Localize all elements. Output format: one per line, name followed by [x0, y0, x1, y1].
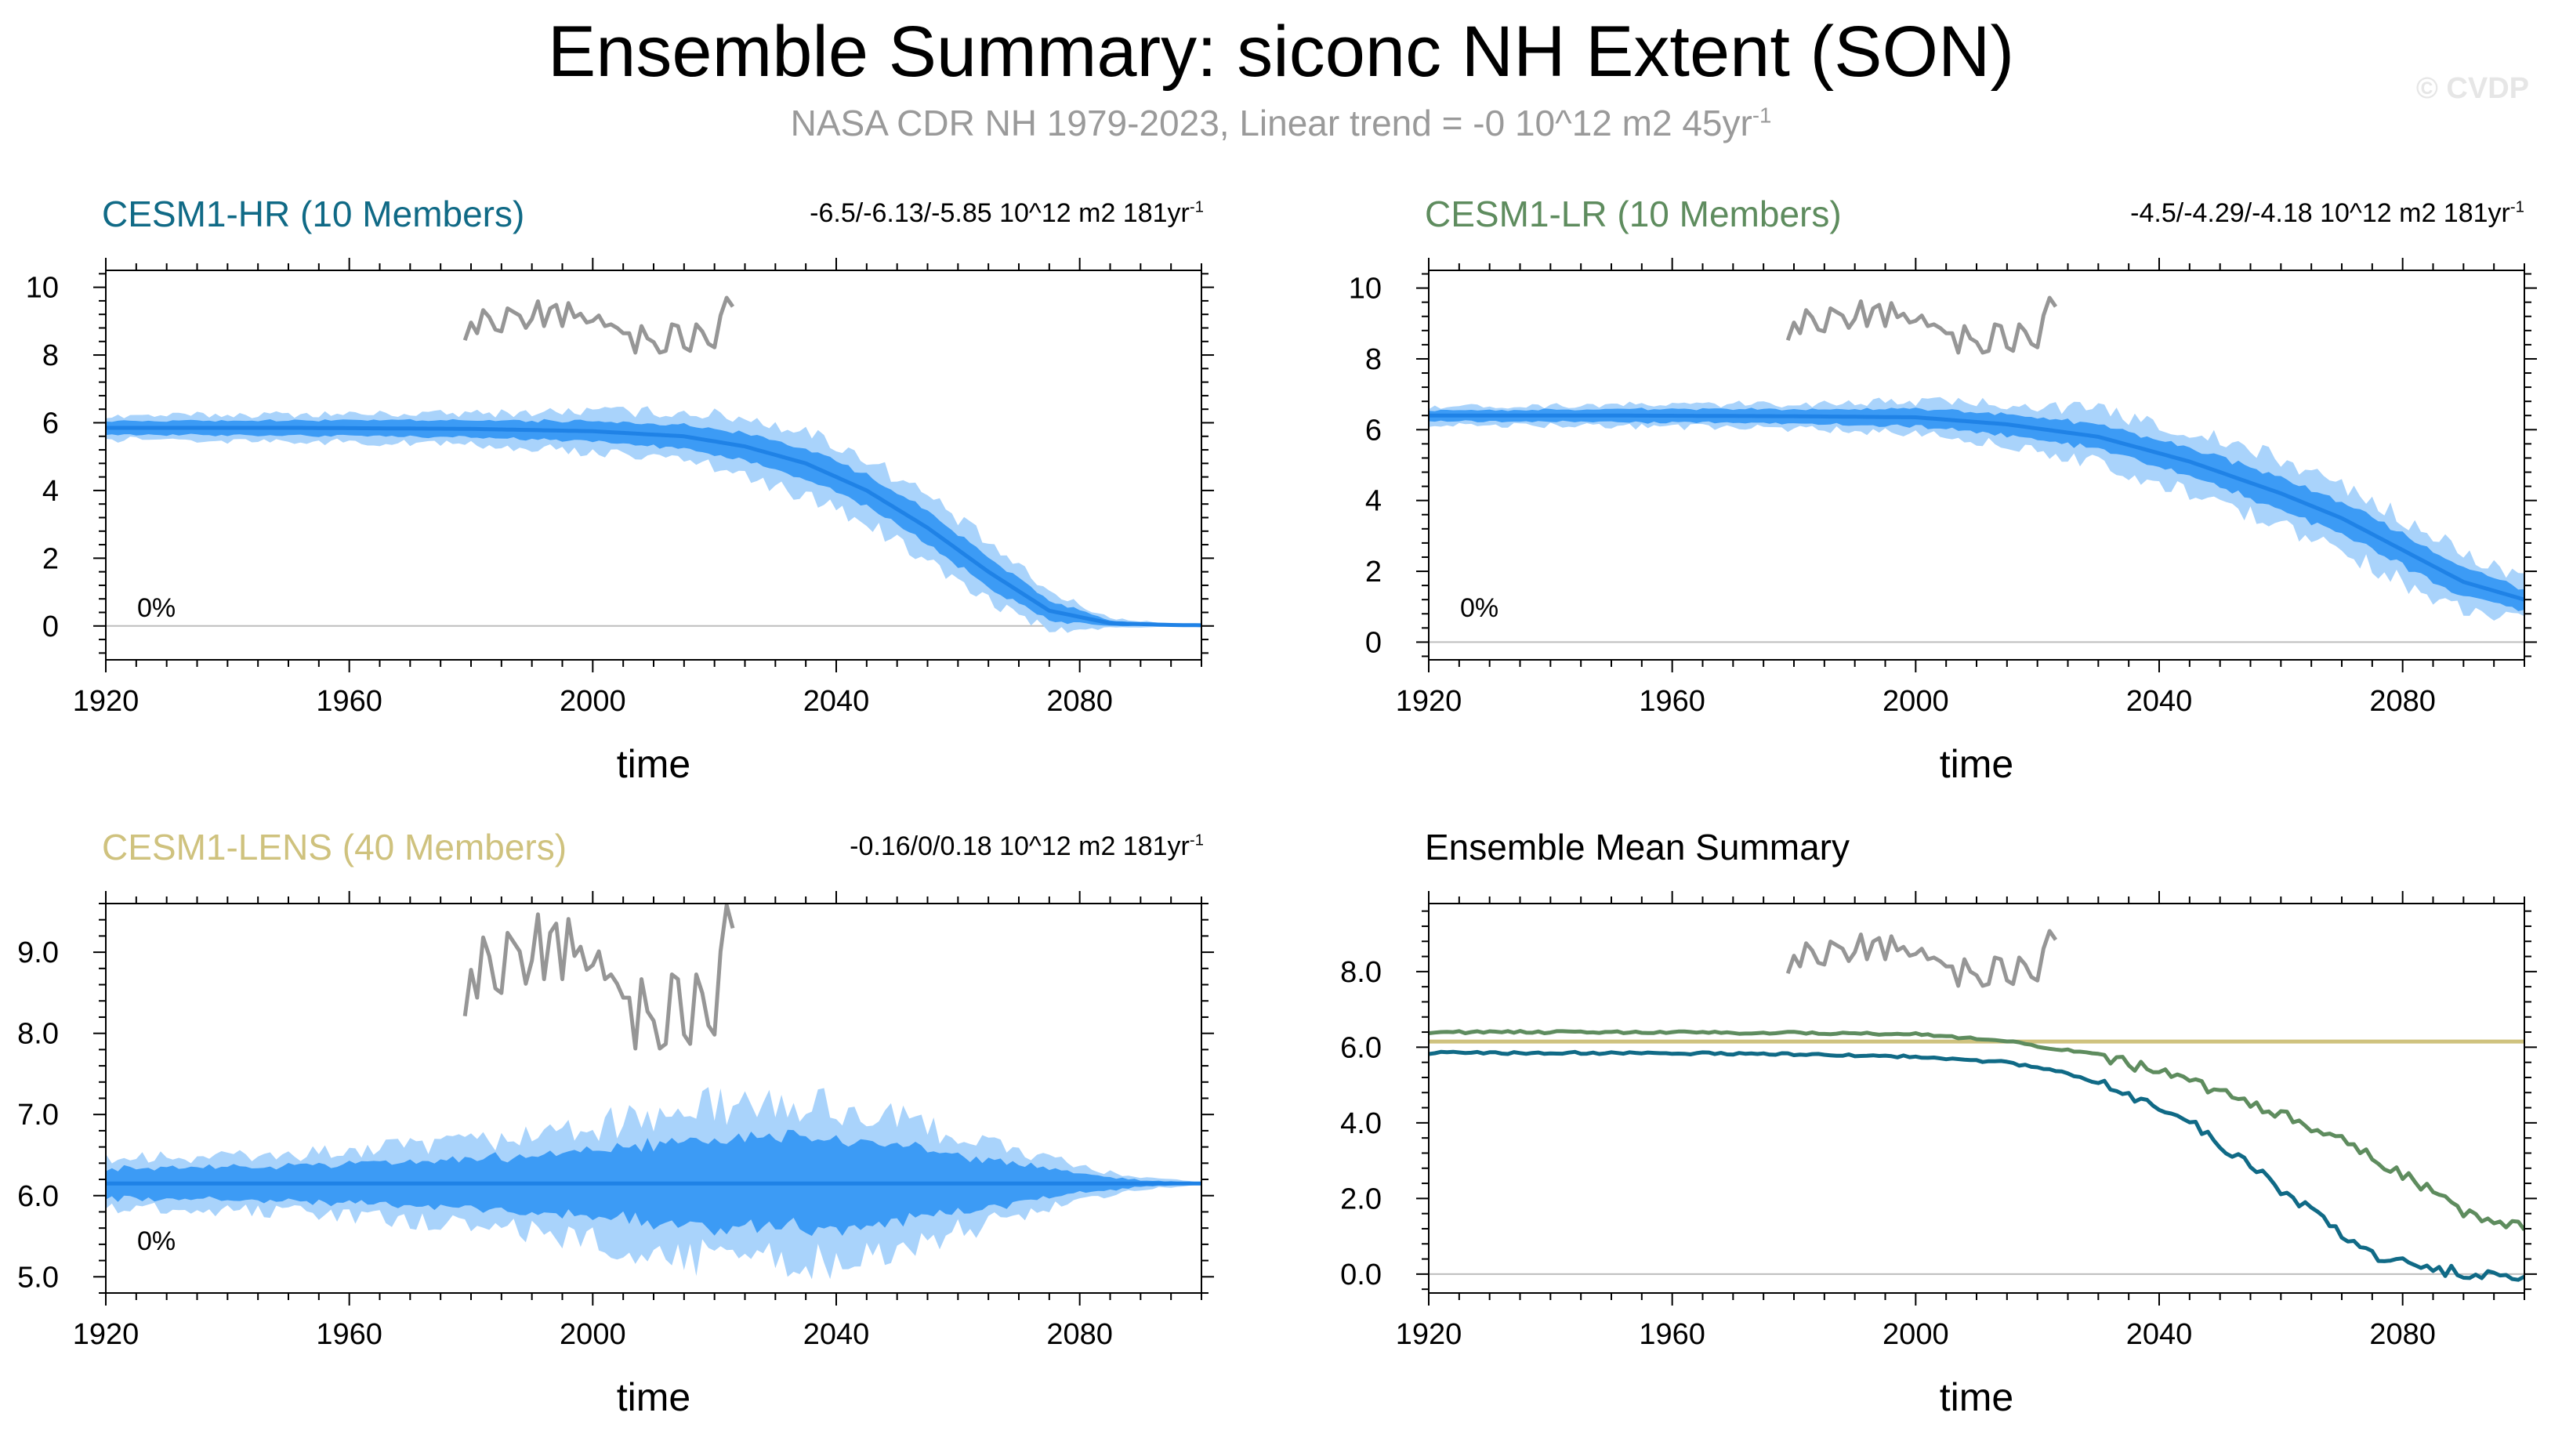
observation-line-summary [1785, 929, 2058, 988]
figure-subtitle: NASA CDR NH 1979-2023, Linear trend = -0… [0, 103, 2562, 143]
x-tick-label-lens-2080: 2080 [1046, 1318, 1113, 1351]
y-tick-label-hr-2: 2 [42, 542, 59, 575]
percent-label-hr: 0% [137, 593, 176, 623]
percent-label-lr: 0% [1460, 593, 1498, 623]
percent-label-lens: 0% [137, 1226, 176, 1256]
subtitle-text: NASA CDR NH 1979-2023, Linear trend = -0… [790, 103, 1752, 143]
series-line-cesm1-hr [1429, 1049, 2524, 1282]
y-tick-label-lr-8: 8 [1365, 343, 1382, 376]
panel-title-summary: Ensemble Mean Summary [1425, 827, 1850, 867]
y-tick-label-summary-8.0: 8.0 [1340, 956, 1382, 989]
y-tick-label-lens-6.0: 6.0 [17, 1180, 59, 1213]
panel-trend-lens: -0.16/0/0.18 10^12 m2 181yr-1 [850, 831, 1204, 861]
y-tick-label-hr-4: 4 [42, 475, 59, 508]
panel-trend-hr: -6.5/-6.13/-5.85 10^12 m2 181yr-1 [810, 198, 1204, 228]
y-tick-label-lens-8.0: 8.0 [17, 1018, 59, 1051]
y-tick-label-lens-5.0: 5.0 [17, 1261, 59, 1294]
trend-sup-lr: -1 [2509, 198, 2524, 216]
ensemble-spread-band-lr [1429, 407, 2524, 611]
panel-title-lens: CESM1-LENS (40 Members) [102, 827, 567, 867]
x-tick-label-summary-2000: 2000 [1883, 1318, 1949, 1351]
y-tick-label-lens-7.0: 7.0 [17, 1099, 59, 1132]
y-tick-label-summary-4.0: 4.0 [1340, 1107, 1382, 1140]
y-tick-label-lr-10: 10 [1349, 273, 1382, 306]
y-tick-label-hr-8: 8 [42, 339, 59, 372]
y-tick-label-summary-6.0: 6.0 [1340, 1031, 1382, 1064]
x-tick-label-lens-1920: 1920 [73, 1318, 140, 1351]
x-tick-label-lr-2000: 2000 [1883, 685, 1949, 718]
cvdp-watermark: © CVDP [2415, 72, 2529, 105]
x-tick-label-hr-1960: 1960 [316, 685, 382, 718]
y-tick-label-lr-0: 0 [1365, 626, 1382, 659]
x-tick-label-lens-2000: 2000 [560, 1318, 626, 1351]
trend-text-lens: -0.16/0/0.18 10^12 m2 181yr [850, 831, 1190, 861]
x-tick-label-hr-2080: 2080 [1046, 685, 1113, 718]
x-tick-label-hr-2000: 2000 [560, 685, 626, 718]
x-axis-label-lens: time [617, 1375, 690, 1419]
x-axis-label-lr: time [1940, 742, 2013, 786]
trend-sup-lens: -1 [1189, 831, 1204, 849]
trend-text-lr: -4.5/-4.29/-4.18 10^12 m2 181yr [2130, 198, 2510, 228]
observation-line-lr [1785, 295, 2058, 355]
x-tick-label-summary-2080: 2080 [2369, 1318, 2436, 1351]
plot-frame-lr [1428, 270, 2525, 661]
panel-title-lr: CESM1-LR (10 Members) [1425, 194, 1842, 234]
x-tick-label-summary-2040: 2040 [2126, 1318, 2193, 1351]
figure-title: Ensemble Summary: siconc NH Extent (SON) [547, 12, 2015, 92]
panel-title-hr: CESM1-HR (10 Members) [102, 194, 525, 234]
x-tick-label-lens-2040: 2040 [803, 1318, 870, 1351]
x-tick-label-hr-2040: 2040 [803, 685, 870, 718]
y-tick-label-lr-4: 4 [1365, 485, 1382, 518]
x-tick-label-summary-1920: 1920 [1396, 1318, 1462, 1351]
x-tick-label-lr-1960: 1960 [1639, 685, 1705, 718]
y-tick-label-hr-10: 10 [26, 272, 59, 305]
subtitle-superscript: -1 [1752, 103, 1772, 128]
trend-sup-hr: -1 [1189, 198, 1204, 216]
observation-line-hr [462, 295, 735, 355]
ensemble-mean-line-lr [1429, 413, 2524, 602]
x-tick-label-summary-1960: 1960 [1639, 1318, 1705, 1351]
x-tick-label-lr-2040: 2040 [2126, 685, 2193, 718]
y-tick-label-summary-0.0: 0.0 [1340, 1259, 1382, 1291]
plot-frame-summary [1428, 903, 2525, 1294]
plot-area-hr [106, 406, 1201, 633]
x-axis-label-hr: time [617, 742, 690, 786]
panel-trend-lr: -4.5/-4.29/-4.18 10^12 m2 181yr-1 [2130, 198, 2524, 228]
x-tick-label-lr-1920: 1920 [1396, 685, 1462, 718]
plot-area-lens [106, 1087, 1201, 1280]
y-tick-label-hr-0: 0 [42, 610, 59, 643]
plot-area-lr [1429, 397, 2524, 643]
y-tick-label-hr-6: 6 [42, 407, 59, 440]
x-axis-label-summary: time [1940, 1375, 2013, 1419]
observation-line-lens [462, 903, 735, 1051]
series-line-cesm1-lr [1429, 1029, 2524, 1231]
panel-summary: 1920 1960 2000 2040 2080 0.0 2.0 4.0 6.0 8.0 time [1340, 891, 2537, 1419]
plot-area-summary [1429, 1029, 2524, 1282]
ensemble-mean-line-hr [106, 426, 1201, 628]
x-tick-label-lens-1960: 1960 [316, 1318, 382, 1351]
x-tick-label-lr-2080: 2080 [2369, 685, 2436, 718]
x-tick-label-hr-1920: 1920 [73, 685, 140, 718]
y-tick-label-lr-6: 6 [1365, 414, 1382, 447]
y-tick-label-summary-2.0: 2.0 [1340, 1183, 1382, 1215]
y-tick-label-lr-2: 2 [1365, 556, 1382, 589]
panel-lr: 1920 1960 2000 2040 2080 0 2 4 6 8 10 time 0% [1349, 258, 2537, 786]
panel-lens: 1920 1960 2000 2040 2080 5.0 6.0 7.0 8.0 9.0 time 0… [17, 891, 1214, 1419]
y-tick-label-lens-9.0: 9.0 [17, 936, 59, 969]
ensemble-range-band-lr [1429, 397, 2524, 621]
trend-text-hr: -6.5/-6.13/-5.85 10^12 m2 181yr [810, 198, 1190, 228]
panel-hr: 1920 1960 2000 2040 2080 0 2 4 6 8 10 time 0% [26, 258, 1214, 786]
